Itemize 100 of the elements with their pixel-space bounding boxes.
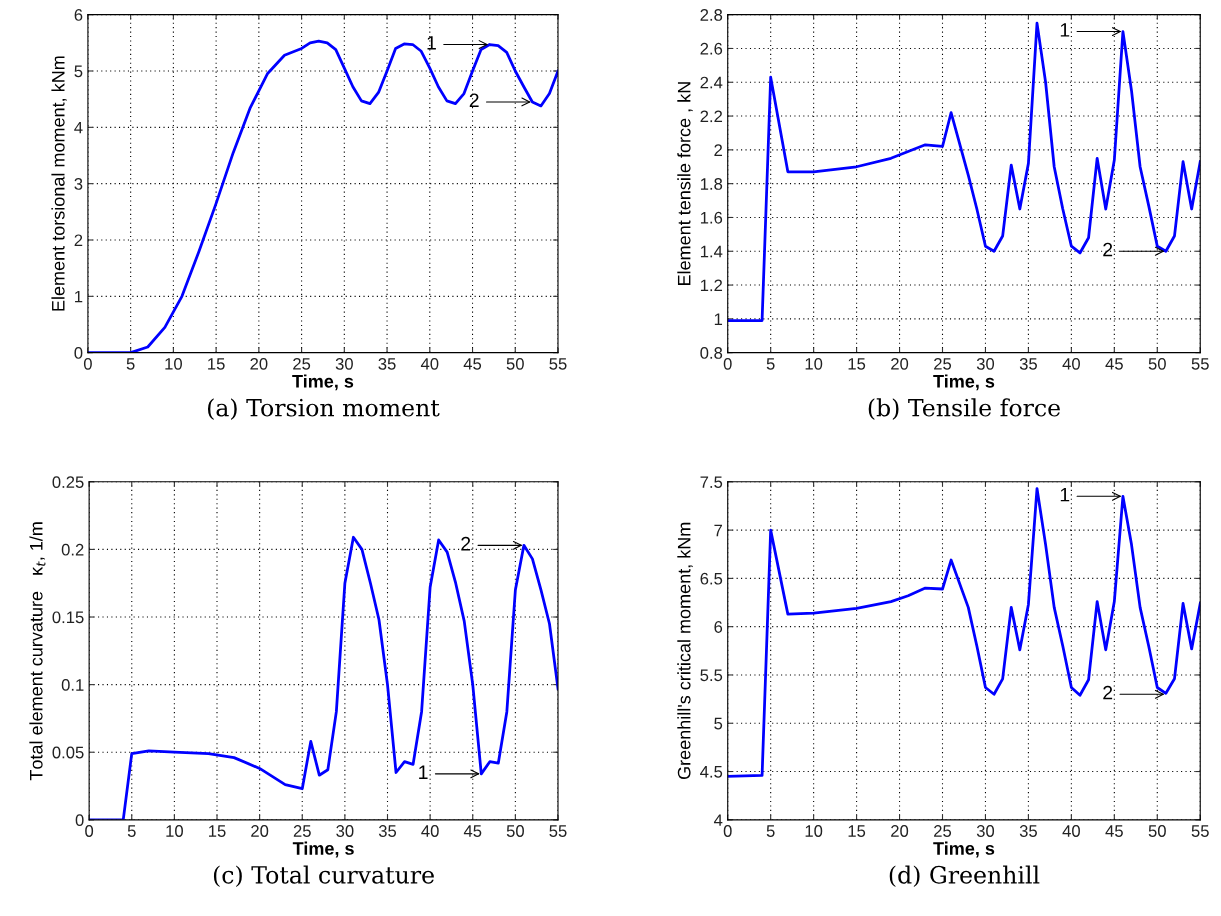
annotation: 1: [419, 765, 428, 779]
x-tick-label: 25: [293, 825, 311, 837]
x-tick-label: 20: [891, 825, 909, 837]
x-tick-label: 50: [506, 825, 524, 837]
text: (a) Torsion moment: [207, 398, 440, 420]
x-tick-label: 50: [1148, 357, 1166, 370]
x-tick-label: 10: [805, 825, 823, 837]
y-tick-label: 1.4: [700, 245, 723, 258]
y-tick-label: 6: [714, 621, 723, 633]
y-tick-label: 4: [74, 121, 83, 134]
x-tick-label: 0: [723, 825, 732, 837]
x-tick-label: 40: [421, 825, 439, 837]
y-axis-title: Element tensile force , kN: [677, 82, 693, 286]
y-axis-title: Element torsional moment, kNm: [51, 56, 67, 311]
x-tick-label: 5: [127, 825, 136, 837]
x-tick-label: 45: [1105, 358, 1123, 370]
x-tick-label: 25: [934, 825, 952, 837]
x-tick-label: 55: [1191, 358, 1209, 370]
annotation: 2: [469, 93, 479, 107]
annotation: 2: [461, 536, 471, 551]
y-tick-label: 4.5: [700, 766, 723, 778]
x-tick-label: 0: [723, 357, 732, 370]
x-tick-label: 40: [1062, 357, 1080, 370]
annotation: 2: [1103, 685, 1113, 700]
x-tick-label: 15: [848, 825, 866, 837]
annotation: 1: [1060, 23, 1070, 37]
y-tick-label: 1.8: [700, 178, 723, 190]
y-axis-title: Greenhill's critical moment, kNm: [677, 522, 693, 780]
line-series: [727, 21, 1201, 322]
x-tick-label: 25: [293, 357, 311, 370]
x-axis-title: Time, s: [933, 374, 995, 391]
y-tick-label: 4: [713, 814, 723, 826]
y-tick-label: 6.5: [700, 572, 723, 585]
y-tick-label: 3: [74, 178, 83, 190]
x-tick-label: 20: [891, 357, 909, 370]
y-tick-label: 1.2: [700, 279, 723, 292]
y-tick-label: 0: [75, 814, 84, 827]
y-tick-label: 7: [714, 524, 723, 537]
x-tick-label: 35: [1019, 357, 1037, 370]
x-tick-label: 30: [335, 357, 353, 370]
text: (c) Total curvature: [213, 865, 434, 888]
x-tick-label: 30: [976, 825, 995, 837]
y-tick-label: 1: [714, 313, 723, 325]
y-tick-label: 1.6: [700, 211, 723, 224]
x-tick-label: 0: [83, 357, 92, 370]
x-tick-label: 55: [549, 358, 567, 370]
x-tick-label: 25: [934, 357, 952, 370]
y-tick-label: 2.6: [700, 42, 723, 55]
y-tick-label: 0.1: [61, 679, 84, 691]
annotation: 1: [427, 36, 436, 50]
y-axis-title: Total element curvature κ$_{t}$, 1/m: [29, 522, 46, 781]
x-tick-label: 5: [766, 825, 775, 837]
x-tick-label: 15: [209, 825, 226, 837]
x-tick-label: 35: [1019, 825, 1037, 837]
y-tick-label: 5: [74, 65, 83, 78]
x-tick-label: 45: [463, 825, 482, 837]
y-tick-label: 0.05: [52, 746, 84, 759]
x-tick-label: 35: [378, 825, 397, 837]
x-tick-label: 35: [378, 357, 396, 370]
x-axis-title: Time, s: [292, 374, 354, 391]
y-tick-label: 0.15: [52, 611, 84, 624]
x-tick-label: 50: [506, 357, 524, 370]
y-tick-label: 1: [75, 290, 83, 303]
x-tick-label: 10: [165, 357, 182, 370]
y-tick-label: 0: [74, 347, 83, 359]
text: (d) Greenhill: [889, 865, 1040, 888]
x-tick-label: 20: [251, 825, 269, 837]
x-axis-title: Time, s: [292, 841, 354, 858]
x-tick-label: 40: [1062, 825, 1080, 837]
x-tick-label: 50: [1148, 825, 1166, 837]
y-tick-label: 0.2: [61, 543, 84, 556]
y-tick-label: 5.5: [700, 669, 723, 682]
x-tick-label: 55: [1191, 825, 1209, 837]
y-tick-label: 2.2: [700, 110, 723, 123]
x-tick-label: 0: [85, 825, 94, 837]
y-tick-label: 2.4: [700, 76, 723, 89]
y-tick-label: 2.8: [700, 9, 723, 21]
x-tick-label: 15: [208, 358, 225, 370]
y-tick-label: 5: [714, 717, 723, 730]
x-tick-label: 45: [463, 358, 482, 370]
x-tick-label: 20: [250, 357, 268, 370]
x-tick-label: 10: [166, 825, 183, 837]
y-tick-label: 7.5: [700, 476, 723, 489]
x-tick-label: 5: [766, 358, 775, 370]
line-series: [727, 487, 1201, 778]
y-tick-label: 6: [74, 9, 83, 21]
y-tick-label: 0.8: [700, 347, 723, 359]
annotation: 1: [1060, 487, 1070, 502]
y-tick-label: 2: [714, 144, 723, 156]
x-tick-label: 40: [420, 357, 439, 370]
y-tick-label: 2: [74, 234, 83, 247]
x-tick-label: 55: [549, 825, 567, 837]
x-tick-label: 30: [976, 357, 995, 370]
x-tick-label: 15: [848, 358, 866, 370]
x-tick-label: 5: [126, 358, 135, 370]
text: (b) Tensile force: [868, 398, 1060, 420]
annotation: 2: [1103, 242, 1113, 257]
y-tick-label: 0.25: [52, 476, 84, 489]
x-axis-title: Time, s: [933, 841, 995, 858]
x-tick-label: 45: [1105, 825, 1123, 837]
